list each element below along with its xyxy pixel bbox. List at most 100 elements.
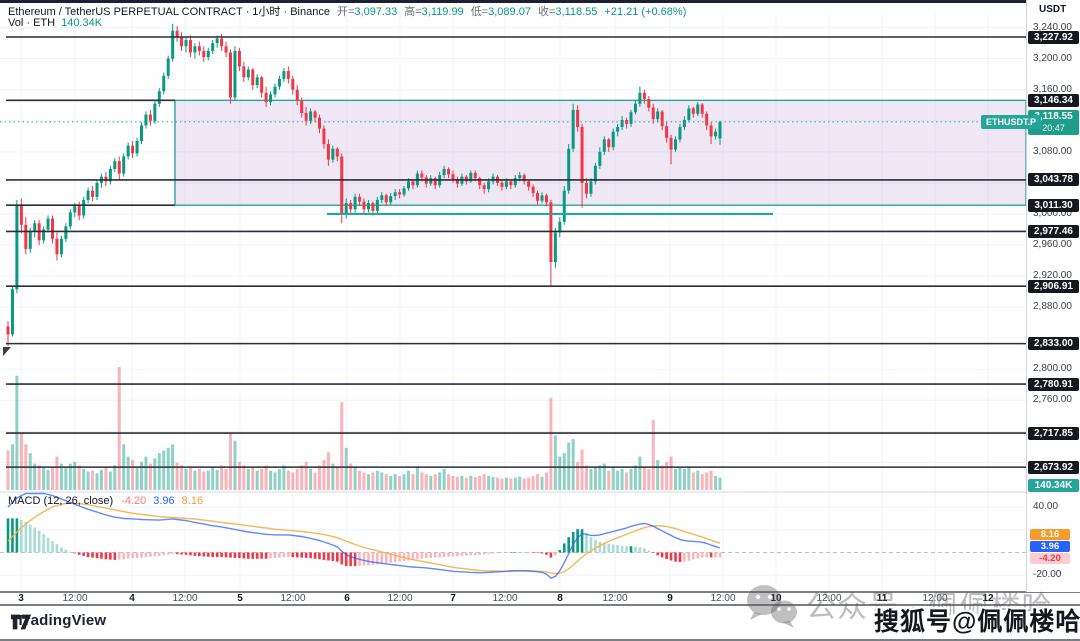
volume-bar (647, 468, 651, 490)
symbol-title[interactable]: Ethereum / TetherUS PERPETUAL CONTRACT ·… (8, 6, 330, 18)
volume-bar (202, 471, 206, 490)
price-axis[interactable]: USDT 3,240.00 3,200.00 3,160.00 3,080.00 3,0… (1026, 0, 1080, 592)
volume-bar (117, 366, 121, 490)
macd-histogram-bar (189, 552, 192, 556)
volume-bar (375, 470, 379, 490)
macd-histogram-bar (109, 552, 112, 560)
symbol-price-tag[interactable]: ETHUSDT.P (981, 115, 1042, 129)
macd-histogram-bar (371, 552, 375, 566)
macd-histogram-bar (433, 552, 437, 558)
volume-bar (220, 465, 224, 490)
macd-histogram-bar (487, 552, 490, 554)
volume-bar (135, 467, 139, 490)
candle-body (282, 71, 286, 79)
volume-bar (282, 465, 286, 490)
macd-histogram-bar (598, 541, 602, 553)
macd-histogram-bar (545, 552, 548, 555)
tradingview-logo[interactable]: TradingView (10, 612, 106, 630)
candle-body (651, 107, 655, 120)
volume-bar (451, 475, 455, 490)
macd-histogram-bar (229, 552, 232, 558)
candle-body (638, 92, 642, 104)
macd-histogram-bar (220, 552, 223, 558)
volume-bar (211, 467, 215, 490)
macd-legend[interactable]: MACD (12, 26, close) -4.20 3.96 8.16 (8, 495, 203, 507)
macd-histogram-bar (384, 552, 388, 564)
volume-bar (46, 469, 50, 490)
volume-bar (233, 440, 237, 490)
volume-bar (371, 472, 375, 490)
price-level-badge: 3,043.78 (1028, 173, 1079, 187)
macd-histogram-bar (718, 552, 722, 558)
candle-body (589, 181, 593, 194)
macd-histogram-bar (451, 552, 455, 557)
volume-bar (255, 470, 259, 490)
volume-bar (633, 465, 637, 490)
macd-histogram-bar (465, 552, 468, 556)
candle-body (682, 120, 686, 128)
candle-body (665, 126, 669, 138)
macd-histogram-bar (478, 552, 481, 555)
candle-body (64, 226, 68, 239)
volume-bar (309, 468, 313, 490)
candle-body (144, 114, 148, 126)
price-level-badge: 2,977.46 (1028, 224, 1079, 238)
volume-bar (162, 450, 166, 490)
macd-histogram-bar (473, 552, 477, 556)
candle-body (55, 238, 59, 255)
chart-legend[interactable]: Ethereum / TetherUS PERPETUAL CONTRACT ·… (8, 3, 686, 19)
volume-bar (620, 468, 624, 490)
macd-histogram-bar (558, 549, 562, 553)
candle-body (620, 120, 624, 128)
macd-histogram-bar (625, 546, 628, 553)
macd-value-badge: -4.20 (1030, 553, 1070, 564)
volume-bar (393, 474, 397, 490)
macd-histogram-bar (389, 552, 392, 563)
volume-bar (549, 397, 553, 490)
ohlc-high-value: 3,119.99 (421, 6, 464, 18)
volume-bar (469, 475, 473, 490)
ohlc-close-label: 收= (537, 6, 556, 18)
macd-histogram-bar (86, 552, 90, 558)
candle-body (353, 196, 357, 210)
price-grid-label: 3,080.00 (1033, 145, 1072, 157)
volume-bar (500, 478, 504, 490)
volume-bar (246, 468, 250, 490)
volume-bar (340, 402, 344, 490)
volume-bar (304, 461, 308, 490)
macd-histogram-bar (416, 552, 419, 560)
macd-value-badge: 8.16 (1030, 529, 1070, 540)
candle-body (59, 238, 63, 255)
candle-body (691, 108, 695, 114)
candle-body (678, 127, 682, 140)
candle-body (447, 168, 451, 175)
macd-label: MACD (12, 26, close) (8, 495, 114, 507)
candle-body (540, 195, 544, 201)
volume-bar (157, 453, 161, 490)
candle-body (393, 192, 397, 197)
volume-legend[interactable]: Vol · ETH 140.34K (8, 17, 102, 29)
candle-body (162, 75, 166, 92)
macd-histogram-bar (140, 552, 143, 558)
macd-histogram-bar (683, 552, 686, 562)
macd-histogram-bar (367, 552, 370, 566)
candle-body (313, 111, 317, 118)
time-axis[interactable]: 3 12:00 4 12:00 5 12:00 6 12:00 7 12:00 8 12:00 9 12:… (0, 593, 1026, 604)
macd-histogram-bar (122, 552, 125, 560)
candle-body (197, 46, 201, 51)
macd-histogram-bar (198, 552, 201, 557)
candle-body (28, 231, 32, 249)
ohlc-close-value: 3,118.55 (555, 6, 598, 18)
candle-body (718, 121, 722, 139)
candle-body (402, 188, 406, 195)
macd-histogram-bar (687, 552, 691, 561)
macd-histogram-bar (6, 518, 10, 553)
time-label-hour: 12:00 (62, 593, 88, 604)
macd-histogram-bar (233, 552, 237, 558)
candle-body (616, 127, 620, 132)
macd-value-badge: 3.96 (1030, 541, 1070, 552)
candle-body (451, 174, 455, 180)
time-label-day: 11 (876, 593, 888, 604)
candle-body (304, 113, 308, 121)
